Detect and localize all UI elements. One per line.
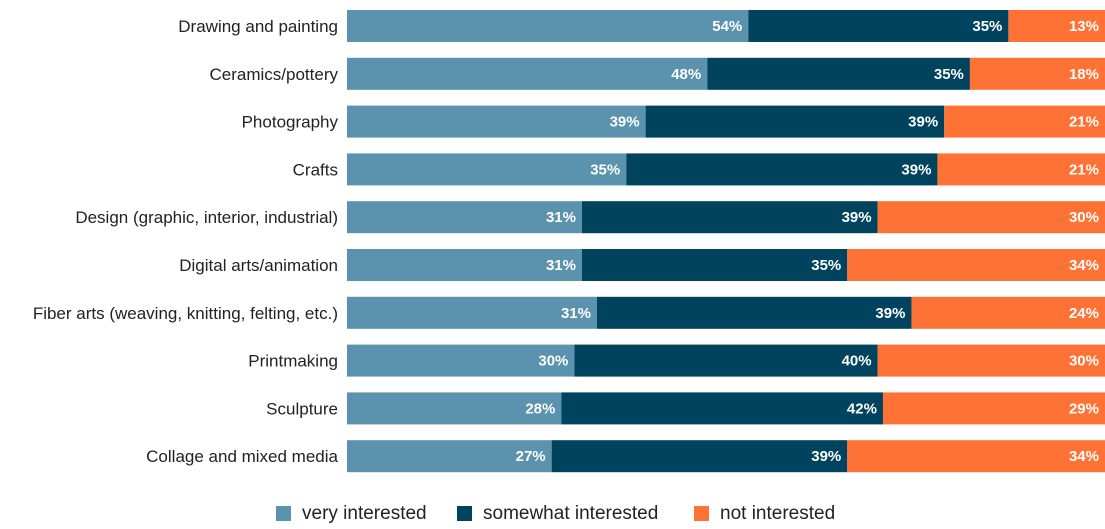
data-label-somewhat-interested-sculpture: 42% xyxy=(847,400,877,417)
bar-not-interested-sculpture xyxy=(882,392,1105,425)
bar-not-interested-printmaking xyxy=(877,344,1105,377)
data-label-very-interested-collage-and-mixed-media: 27% xyxy=(516,448,546,465)
data-label-very-interested-drawing-and-painting: 54% xyxy=(712,18,742,35)
legend-label-somewhat-interested: somewhat interested xyxy=(483,503,658,524)
bar-very-interested-collage-and-mixed-media xyxy=(347,440,552,473)
bar-not-interested-collage-and-mixed-media xyxy=(847,440,1105,473)
bar-very-interested-sculpture xyxy=(347,392,562,425)
data-label-somewhat-interested-fiber-arts-weaving-knitting-felting-etc: 39% xyxy=(875,305,905,322)
data-label-somewhat-interested-printmaking: 40% xyxy=(842,353,872,370)
bar-somewhat-interested-printmaking xyxy=(574,344,878,377)
data-label-somewhat-interested-photography: 39% xyxy=(908,114,938,131)
data-label-very-interested-design-graphic-interior-industrial: 31% xyxy=(546,209,576,226)
legend-swatch-very-interested xyxy=(276,506,291,521)
plot-area: Drawing and painting 54% 35% 13% Ceramics/po… xyxy=(33,10,1105,473)
data-label-very-interested-printmaking: 30% xyxy=(538,353,568,370)
bar-very-interested-ceramics-pottery xyxy=(347,57,708,90)
bar-not-interested-digital-arts-animation xyxy=(847,249,1105,281)
bar-not-interested-crafts xyxy=(937,153,1105,186)
category-label-drawing-and-painting: Drawing and painting xyxy=(178,17,338,36)
category-label-fiber-arts-weaving-knitting-felting-etc: Fiber arts (weaving, knitting, felting, … xyxy=(33,304,338,323)
data-label-somewhat-interested-ceramics-pottery: 35% xyxy=(934,66,964,83)
data-label-very-interested-ceramics-pottery: 48% xyxy=(671,66,701,83)
category-label-printmaking: Printmaking xyxy=(248,352,338,371)
bar-not-interested-photography xyxy=(944,105,1105,138)
category-label-crafts: Crafts xyxy=(293,160,338,179)
data-label-very-interested-fiber-arts-weaving-knitting-felting-etc: 31% xyxy=(561,305,591,322)
data-label-not-interested-sculpture: 29% xyxy=(1069,400,1099,417)
bar-not-interested-ceramics-pottery xyxy=(969,57,1105,90)
bar-very-interested-drawing-and-painting xyxy=(347,10,749,42)
data-label-not-interested-fiber-arts-weaving-knitting-felting-etc: 24% xyxy=(1069,305,1099,322)
legend-swatch-somewhat-interested xyxy=(457,506,472,521)
bar-somewhat-interested-collage-and-mixed-media xyxy=(551,440,848,473)
bar-somewhat-interested-digital-arts-animation xyxy=(581,249,848,281)
data-label-very-interested-crafts: 35% xyxy=(590,161,620,178)
data-label-not-interested-collage-and-mixed-media: 34% xyxy=(1069,448,1099,465)
bar-very-interested-printmaking xyxy=(347,344,575,377)
legend-label-not-interested: not interested xyxy=(720,503,835,524)
bar-somewhat-interested-sculpture xyxy=(561,392,883,425)
data-label-not-interested-design-graphic-interior-industrial: 30% xyxy=(1069,209,1099,226)
bar-somewhat-interested-photography xyxy=(645,105,945,138)
legend-label-very-interested: very interested xyxy=(302,503,427,524)
category-label-design-graphic-interior-industrial: Design (graphic, interior, industrial) xyxy=(75,208,338,227)
bar-somewhat-interested-fiber-arts-weaving-knitting-felting-etc xyxy=(596,296,912,329)
data-label-somewhat-interested-drawing-and-painting: 35% xyxy=(972,18,1002,35)
data-label-very-interested-digital-arts-animation: 31% xyxy=(546,257,576,274)
bar-somewhat-interested-drawing-and-painting xyxy=(748,10,1009,42)
data-label-not-interested-digital-arts-animation: 34% xyxy=(1069,257,1099,274)
category-label-collage-and-mixed-media: Collage and mixed media xyxy=(146,447,338,466)
category-label-sculpture: Sculpture xyxy=(266,399,338,418)
data-label-somewhat-interested-crafts: 39% xyxy=(901,161,931,178)
bar-not-interested-drawing-and-painting xyxy=(1008,10,1105,42)
bar-somewhat-interested-ceramics-pottery xyxy=(707,57,970,90)
bar-very-interested-digital-arts-animation xyxy=(347,249,582,281)
bar-somewhat-interested-design-graphic-interior-industrial xyxy=(581,201,878,234)
data-label-somewhat-interested-design-graphic-interior-industrial: 39% xyxy=(842,209,872,226)
data-label-not-interested-ceramics-pottery: 18% xyxy=(1069,66,1099,83)
legend-swatch-not-interested xyxy=(694,506,709,521)
data-label-somewhat-interested-digital-arts-animation: 35% xyxy=(811,257,841,274)
bar-very-interested-crafts xyxy=(347,153,627,186)
category-label-photography: Photography xyxy=(242,113,339,132)
data-label-somewhat-interested-collage-and-mixed-media: 39% xyxy=(811,448,841,465)
data-label-not-interested-photography: 21% xyxy=(1069,114,1099,131)
bar-very-interested-photography xyxy=(347,105,646,138)
data-label-not-interested-crafts: 21% xyxy=(1069,161,1099,178)
data-label-not-interested-printmaking: 30% xyxy=(1069,353,1099,370)
bar-very-interested-design-graphic-interior-industrial xyxy=(347,201,582,234)
category-label-ceramics-pottery: Ceramics/pottery xyxy=(210,65,339,84)
bar-not-interested-fiber-arts-weaving-knitting-felting-etc xyxy=(911,296,1105,329)
bar-very-interested-fiber-arts-weaving-knitting-felting-etc xyxy=(347,296,597,329)
data-label-very-interested-photography: 39% xyxy=(610,114,640,131)
data-label-very-interested-sculpture: 28% xyxy=(525,400,555,417)
data-label-not-interested-drawing-and-painting: 13% xyxy=(1069,18,1099,35)
legend: very interested somewhat interested not in… xyxy=(276,503,835,524)
bar-somewhat-interested-crafts xyxy=(626,153,938,186)
bar-not-interested-design-graphic-interior-industrial xyxy=(877,201,1105,234)
category-label-digital-arts-animation: Digital arts/animation xyxy=(179,256,338,275)
